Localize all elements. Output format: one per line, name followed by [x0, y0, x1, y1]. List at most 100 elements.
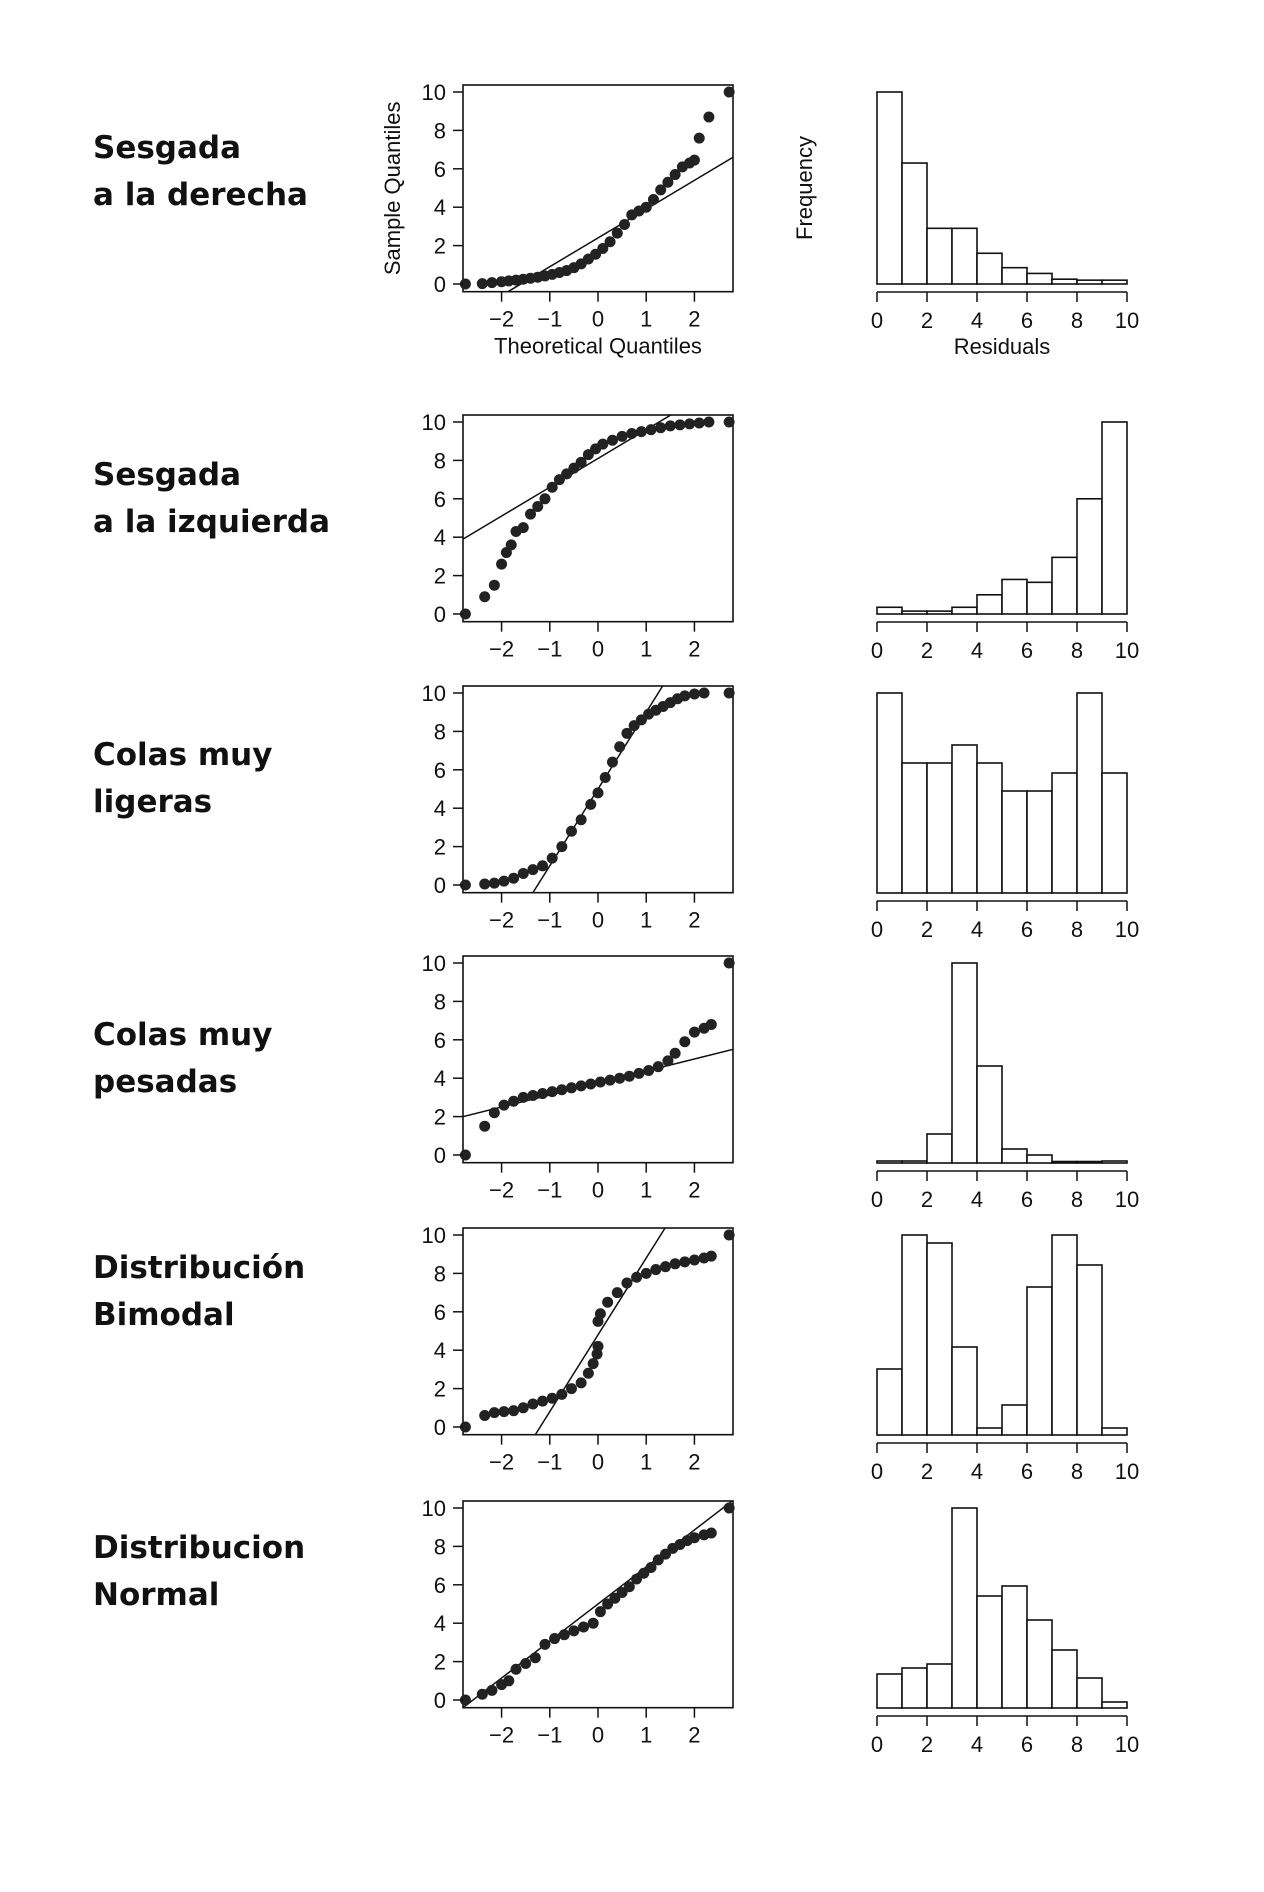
- histogram-bar: [1101, 421, 1128, 615]
- x-tick-label: 10: [1115, 308, 1139, 333]
- qq-point: [565, 1383, 577, 1395]
- x-tick-label: 8: [1071, 638, 1083, 663]
- qq-point: [621, 1277, 633, 1289]
- histogram-bar: [901, 1667, 928, 1709]
- x-tick-label: 6: [1021, 1732, 1033, 1757]
- histogram-bar: [976, 762, 1003, 894]
- row-label-heavy-tails: Colas muy pesadas: [93, 1012, 272, 1106]
- qq-point: [488, 1107, 500, 1119]
- histogram-bar: [1051, 772, 1078, 894]
- qq-point: [488, 579, 500, 591]
- qq-point: [587, 1358, 599, 1370]
- qq-point: [459, 1421, 471, 1433]
- histogram-bar: [976, 252, 1003, 285]
- histogram-bar: [1076, 692, 1103, 894]
- x-tick-label: 10: [1115, 1187, 1139, 1212]
- histogram-bar: [1101, 1160, 1128, 1164]
- histogram-bar: [901, 1234, 928, 1436]
- qq-point: [662, 176, 674, 188]
- y-tick-label: 10: [422, 1496, 446, 1521]
- x-tick-label: 2: [688, 637, 700, 662]
- qq-point: [655, 184, 667, 196]
- qq-reference-line: [463, 1501, 733, 1708]
- x-tick-label: −2: [489, 908, 514, 933]
- x-tick-label: 0: [871, 638, 883, 663]
- y-tick-label: 0: [434, 1143, 446, 1168]
- qq-point: [679, 690, 691, 702]
- y-tick-label: 6: [434, 157, 446, 182]
- qq-point: [575, 814, 587, 826]
- y-tick-label: 6: [434, 1028, 446, 1053]
- y-tick-label: 4: [434, 1611, 446, 1636]
- x-tick-label: −2: [489, 1178, 514, 1203]
- row-label-line: Distribucion: [93, 1530, 306, 1566]
- histogram-bar: [976, 1595, 1003, 1709]
- x-tick-label: 4: [971, 638, 983, 663]
- histogram-bar: [951, 227, 978, 285]
- qq-point: [578, 1621, 590, 1633]
- qq-reference-line: [534, 1228, 666, 1435]
- histogram-bar: [1026, 581, 1053, 615]
- x-tick-label: 2: [921, 1187, 933, 1212]
- qq-point: [594, 1606, 606, 1618]
- x-tick-label: 0: [871, 1187, 883, 1212]
- qq-point: [703, 111, 715, 123]
- qq-point: [527, 1089, 539, 1101]
- qq-point: [688, 1532, 700, 1544]
- y-tick-label: 0: [434, 1415, 446, 1440]
- y-tick-label: 8: [434, 1534, 446, 1559]
- qq-plot-2: 0 2 4 6 8 10 −2 −1 0 1 2: [422, 410, 735, 662]
- histogram-bar: [1076, 497, 1103, 615]
- qq-point: [459, 879, 471, 891]
- qq-point: [527, 1398, 539, 1410]
- histogram-bar: [1001, 790, 1028, 894]
- x-tick-label: 2: [921, 308, 933, 333]
- x-axis-title: Residuals: [954, 334, 1051, 359]
- qq-point: [539, 493, 551, 505]
- x-axis-title: Theoretical Quantiles: [494, 334, 702, 359]
- qq-point: [631, 1271, 643, 1283]
- qq-point: [705, 1250, 717, 1262]
- histogram-bar: [1051, 1160, 1078, 1164]
- row-label-line: a la izquierda: [93, 504, 331, 540]
- histogram-bar: [1101, 279, 1128, 285]
- x-tick-label: 4: [971, 1459, 983, 1484]
- histogram-bar: [901, 162, 928, 285]
- histogram-bar: [951, 1507, 978, 1709]
- x-tick-label: 6: [1021, 638, 1033, 663]
- x-tick-label: 0: [871, 1459, 883, 1484]
- x-tick-label: 2: [921, 1459, 933, 1484]
- qq-point: [604, 1074, 616, 1086]
- y-tick-label: 4: [434, 796, 446, 821]
- qq-point: [517, 1402, 529, 1414]
- x-tick-label: 6: [1021, 917, 1033, 942]
- qq-point: [693, 417, 705, 429]
- x-tick-label: 8: [1071, 308, 1083, 333]
- row-label-line: Bimodal: [93, 1297, 235, 1333]
- qq-point: [592, 787, 604, 799]
- x-tick-label: 0: [592, 637, 604, 662]
- qq-point: [652, 1061, 664, 1073]
- y-tick-label: 6: [434, 758, 446, 783]
- x-tick-label: 4: [971, 917, 983, 942]
- y-tick-label: 4: [434, 1338, 446, 1363]
- x-tick-label: 2: [921, 1732, 933, 1757]
- qq-point: [688, 1254, 700, 1266]
- qq-point: [565, 1082, 577, 1094]
- histogram-bar: [1001, 1404, 1028, 1436]
- qq-point: [546, 481, 558, 493]
- x-tick-label: −2: [489, 637, 514, 662]
- qq-point: [549, 1633, 561, 1645]
- x-tick-label: −1: [537, 1723, 562, 1748]
- qq-point: [508, 872, 520, 884]
- qq-point: [623, 1581, 635, 1593]
- y-tick-label: 2: [434, 835, 446, 860]
- x-tick-label: 0: [592, 908, 604, 933]
- qq-plot-3: 0 2 4 6 8 10 −2 −1 0 1 2: [422, 681, 735, 933]
- histogram-bar: [901, 610, 928, 615]
- qq-point: [568, 1625, 580, 1637]
- qq-point: [640, 1267, 652, 1279]
- x-tick-label: −1: [537, 1178, 562, 1203]
- x-tick-label: 1: [640, 1450, 652, 1475]
- y-tick-label: 0: [434, 602, 446, 627]
